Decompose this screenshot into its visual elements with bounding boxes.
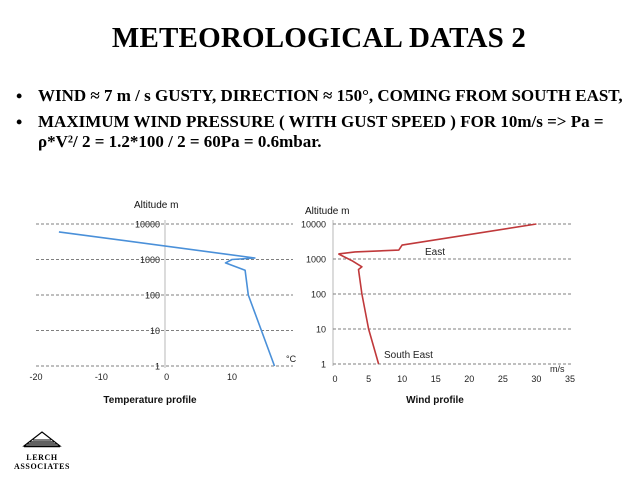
y-tick-label: 1000	[306, 255, 326, 265]
chart-title: Temperature profile	[103, 395, 197, 406]
y-tick-label: 1	[321, 360, 326, 370]
x-tick-label: 20	[464, 374, 474, 384]
series-line	[338, 223, 537, 255]
y-tick-label: 10	[316, 325, 326, 335]
x-tick-label: 5	[366, 374, 371, 384]
x-axis-unit-label: m/s	[550, 364, 565, 374]
x-axis-unit-label: °C	[286, 354, 297, 364]
y-tick-label: 100	[311, 290, 326, 300]
y-tick-label: 10	[150, 326, 160, 336]
x-tick-label: -10	[95, 372, 108, 382]
bullet-text: WIND ≈ 7 m / s GUSTY, DIRECTION ≈ 150°, …	[38, 86, 623, 105]
lerch-associates-logo: LERCH ASSOCIATES	[14, 430, 70, 471]
y-tick-label: 10000	[301, 220, 326, 230]
x-tick-label: 35	[565, 374, 575, 384]
y-tick-label: 1000	[140, 255, 160, 265]
bullet-list: • WIND ≈ 7 m / s GUSTY, DIRECTION ≈ 150°,…	[14, 86, 630, 158]
wind-chart: 10000 1000 100 10 10 5 10 15 20 25 30 35 Altitude m m…	[301, 206, 575, 406]
logo-line1: LERCH	[26, 453, 58, 462]
bullet-dot-icon: •	[16, 112, 23, 132]
slide-title: METEOROLOGICAL DATAS 2	[111, 22, 527, 54]
y-axis-label: Altitude m	[305, 206, 349, 217]
x-tick-label: 10	[227, 372, 237, 382]
bullet-item: • MAXIMUM WIND PRESSURE ( WITH GUST SPEED…	[14, 112, 630, 152]
x-tick-label: 25	[498, 374, 508, 384]
chart-title: Wind profile	[406, 395, 464, 406]
y-tick-label: 1	[155, 362, 160, 372]
x-tick-label: 0	[332, 374, 337, 384]
temperature-chart: 10000 1000 100 10 1 -20 -10 0 10 Altitude m °C Temp…	[29, 200, 296, 406]
bullet-text: MAXIMUM WIND PRESSURE ( WITH GUST SPEED …	[38, 112, 604, 151]
x-tick-label: 15	[431, 374, 441, 384]
logo-mark-icon	[22, 431, 62, 448]
logo-line2: ASSOCIATES	[14, 462, 71, 471]
bullet-item: • WIND ≈ 7 m / s GUSTY, DIRECTION ≈ 150°,…	[14, 86, 630, 106]
y-tick-label: 100	[145, 291, 160, 301]
series-label: South East	[384, 350, 433, 361]
y-tick-label: 10000	[135, 220, 160, 230]
bullet-dot-icon: •	[16, 86, 23, 106]
x-tick-label: 0	[164, 372, 169, 382]
x-tick-label: 10	[397, 374, 407, 384]
series-label: East	[425, 247, 445, 258]
y-axis-label: Altitude m	[134, 200, 178, 211]
series-line	[58, 231, 276, 367]
x-tick-label: -20	[29, 372, 42, 382]
x-tick-label: 30	[531, 374, 541, 384]
series-line	[338, 253, 380, 365]
